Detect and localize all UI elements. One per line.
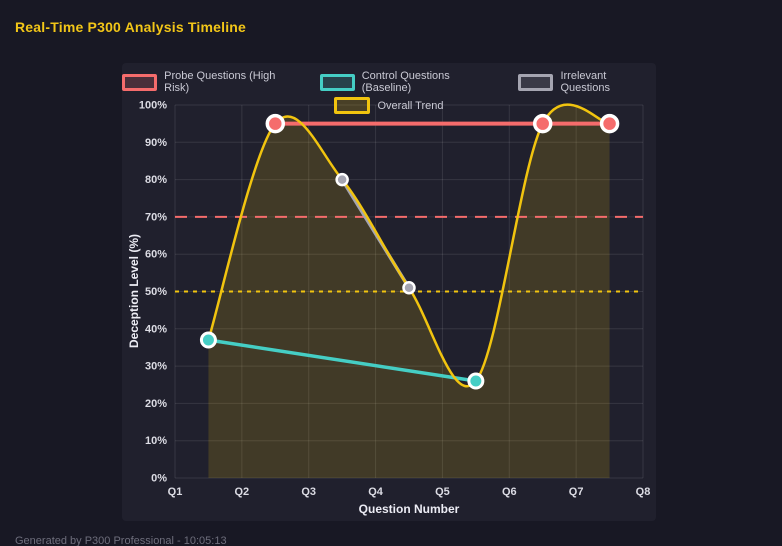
legend-label-trend: Overall Trend xyxy=(377,99,444,112)
y-tick-label: 10% xyxy=(145,435,167,447)
y-tick-label: 80% xyxy=(145,174,167,186)
footer-generated-text: Generated by P300 Professional - 10:05:1… xyxy=(15,535,227,546)
probe-data-point[interactable] xyxy=(265,113,286,134)
y-tick-label: 0% xyxy=(151,473,167,485)
timeline-chart: Q1 Q2 Q3 Q4 Q5 Q6 Q7 Q8 0% 10% 20% 30% 40% 50% 60% 70% 8… xyxy=(127,100,651,517)
probe-data-point[interactable] xyxy=(532,113,553,134)
x-tick-label: Q1 xyxy=(168,486,183,498)
probe-data-point[interactable] xyxy=(599,113,620,134)
y-tick-label: 30% xyxy=(145,361,167,373)
control-data-point[interactable] xyxy=(199,331,217,349)
legend-item-trend[interactable]: Overall Trend xyxy=(334,97,444,114)
x-tick-label: Q5 xyxy=(435,486,450,498)
legend-row-2: Overall Trend xyxy=(334,97,444,114)
irrelevant-data-point[interactable] xyxy=(335,172,349,187)
legend-label-probe: Probe Questions (High Risk) xyxy=(164,70,276,94)
legend-swatch-probe-icon xyxy=(122,73,158,91)
y-tick-label: 20% xyxy=(145,398,167,410)
legend-label-control: Control Questions (Baseline) xyxy=(361,70,450,94)
x-tick-label: Q8 xyxy=(636,486,651,498)
x-tick-label: Q2 xyxy=(235,486,250,498)
x-tick-label: Q4 xyxy=(368,486,384,498)
y-tick-label: 60% xyxy=(145,249,167,261)
page-title: Real-Time P300 Analysis Timeline xyxy=(15,19,247,35)
y-tick-label: 100% xyxy=(139,100,167,112)
x-tick-label: Q7 xyxy=(569,486,584,498)
legend-swatch-control-icon xyxy=(319,73,355,91)
x-axis-title: Question Number xyxy=(359,502,460,516)
irrelevant-data-point[interactable] xyxy=(402,281,416,295)
x-tick-label: Q6 xyxy=(502,486,517,498)
legend-swatch-trend-icon xyxy=(334,97,371,114)
legend-item-irrelevant[interactable]: Irrelevant Questions xyxy=(518,70,656,94)
legend-item-control[interactable]: Control Questions (Baseline) xyxy=(319,70,499,94)
legend-swatch-irrelevant-icon xyxy=(518,73,554,91)
chart-legend: Probe Questions (High Risk) Control Ques… xyxy=(122,70,656,114)
y-tick-label: 40% xyxy=(145,323,167,335)
control-line xyxy=(206,338,478,383)
control-data-point[interactable] xyxy=(467,372,485,390)
y-tick-label: 70% xyxy=(145,211,167,223)
chart-panel: Probe Questions (High Risk) Control Ques… xyxy=(122,63,656,521)
legend-row-1: Probe Questions (High Risk) Control Ques… xyxy=(122,70,656,94)
legend-label-irrelevant: Irrelevant Questions xyxy=(560,70,610,94)
y-tick-label: 50% xyxy=(145,286,167,298)
y-tick-label: 90% xyxy=(145,137,167,149)
y-axis-title: Deception Level (%) xyxy=(127,234,141,348)
x-tick-label: Q3 xyxy=(301,486,316,498)
legend-item-probe[interactable]: Probe Questions (High Risk) xyxy=(122,70,300,94)
